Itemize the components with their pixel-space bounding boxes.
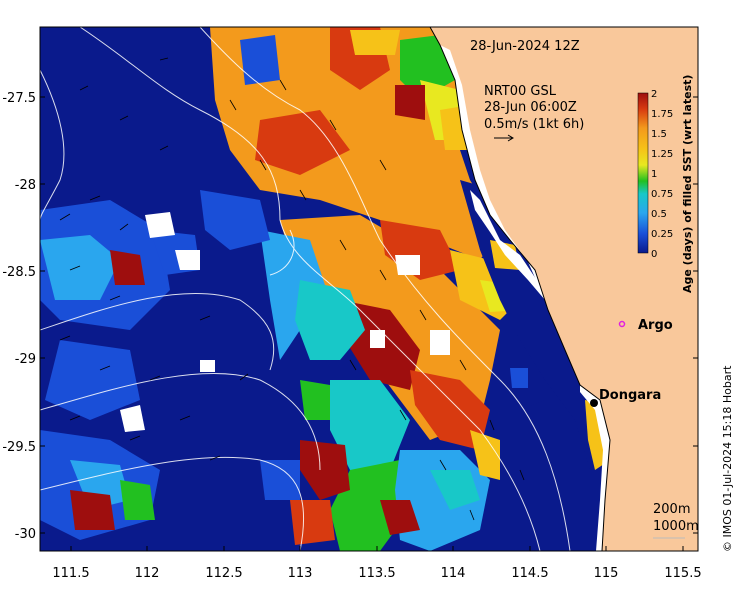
y-tick-label: -30	[15, 527, 36, 542]
y-tick-label: -29	[15, 352, 36, 367]
colorbar-tick: 0.25	[651, 229, 673, 240]
x-tick-label: 115	[594, 566, 619, 581]
dongara-town-icon	[590, 399, 598, 407]
x-tick-label: 112.5	[205, 566, 242, 581]
coastline	[429, 27, 611, 551]
y-tick-label: -28.5	[2, 265, 36, 280]
x-tick-label: 114	[441, 566, 466, 581]
y-tick-label: -27.5	[2, 91, 36, 106]
colorbar-tick: 1.25	[651, 149, 673, 160]
plot-frame	[39, 26, 699, 552]
x-tick-label: 112	[135, 566, 160, 581]
argo-label: Argo	[638, 318, 673, 333]
x-tick-label: 113	[288, 566, 313, 581]
x-tick-label: 113.5	[358, 566, 395, 581]
current-vectors	[59, 57, 525, 521]
date-label: 28-Jun-2024 12Z	[470, 39, 580, 54]
x-tick-label: 114.5	[511, 566, 548, 581]
contour-1000m	[79, 27, 541, 551]
current-vector-legend: NRT00 GSL 28-Jun 06:00Z 0.5m/s (1kt 6h)	[484, 84, 584, 142]
map-plot-area	[40, 27, 698, 551]
colorbar: 2 1.75 1.5 1.25 1 0.75 0.5 0.25 0 Age (d…	[637, 75, 694, 293]
colorbar-tick: 0	[651, 249, 657, 260]
land-mass	[430, 27, 698, 551]
place-markers: Argo Dongara	[590, 318, 673, 407]
y-tick-label: -28	[15, 178, 36, 193]
colorbar-tick: 0.5	[651, 209, 667, 220]
colorbar-tick: 1.5	[651, 129, 667, 140]
x-tick-label: 111.5	[52, 566, 89, 581]
sst-age-patches	[40, 27, 610, 551]
dongara-label: Dongara	[599, 388, 661, 403]
colorbar-tick: 1.75	[651, 109, 673, 120]
y-tick-label: -29.5	[2, 440, 36, 455]
x-axis: 111.5 112 112.5 113 113.5 114 114.5 115 …	[52, 546, 702, 581]
current-legend-line: NRT00 GSL	[484, 84, 557, 99]
colorbar-tick: 2	[651, 89, 657, 100]
y-axis: -27.5 -28 -28.5 -29 -29.5 -30	[2, 91, 698, 542]
bathymetry-contours	[40, 27, 571, 551]
argo-float-icon	[618, 320, 626, 328]
contour-legend-1000m: 1000m	[653, 519, 699, 534]
current-legend-line: 0.5m/s (1kt 6h)	[484, 117, 584, 132]
colorbar-tick: 0.75	[651, 189, 673, 200]
x-tick-label: 115.5	[664, 566, 701, 581]
credit-text: © IMOS 01-Jul-2024 15:18 Hobart	[721, 365, 734, 552]
colorbar-tick: 1	[651, 169, 657, 180]
colorbar-title: Age (days) of filled SST (wrt latest)	[681, 75, 694, 293]
contour-200m	[199, 27, 571, 551]
current-legend-line: 28-Jun 06:00Z	[484, 100, 577, 115]
colorbar-gradient	[637, 92, 649, 254]
contour-legend: 200m 1000m	[653, 502, 699, 539]
contour-legend-200m: 200m	[653, 502, 690, 517]
